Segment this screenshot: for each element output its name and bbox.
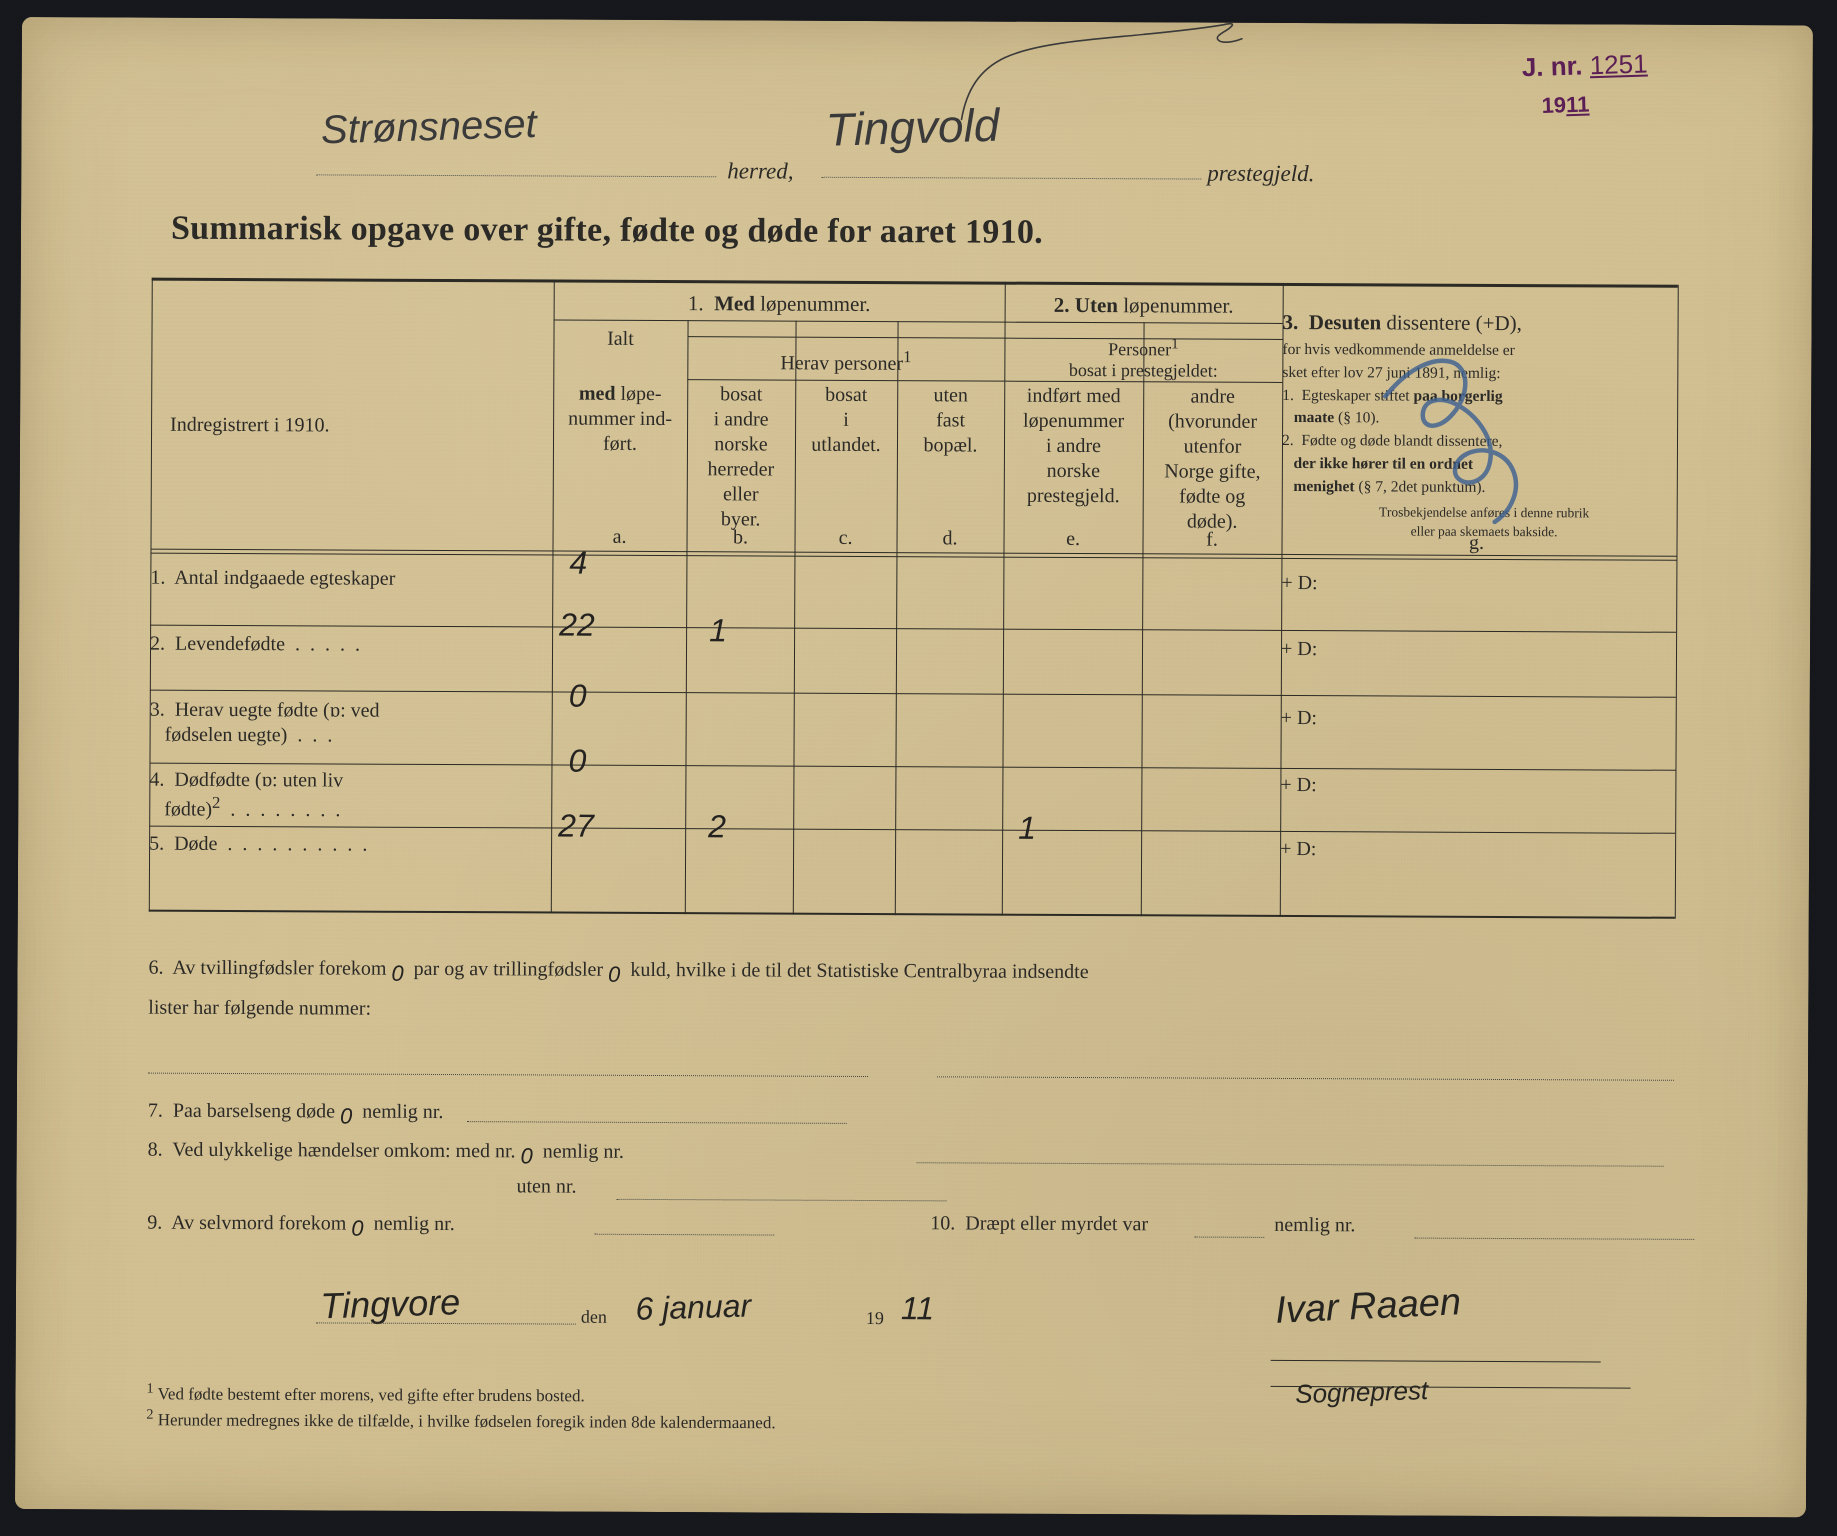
- svg-text:Sogneprest: Sogneprest: [1295, 1375, 1431, 1409]
- svg-text:11: 11: [901, 1290, 934, 1326]
- svg-text:Ivar Raaen: Ivar Raaen: [1274, 1281, 1462, 1332]
- svg-text:6 januar: 6 januar: [635, 1287, 753, 1327]
- svg-text:Tingvore: Tingvore: [320, 1281, 461, 1326]
